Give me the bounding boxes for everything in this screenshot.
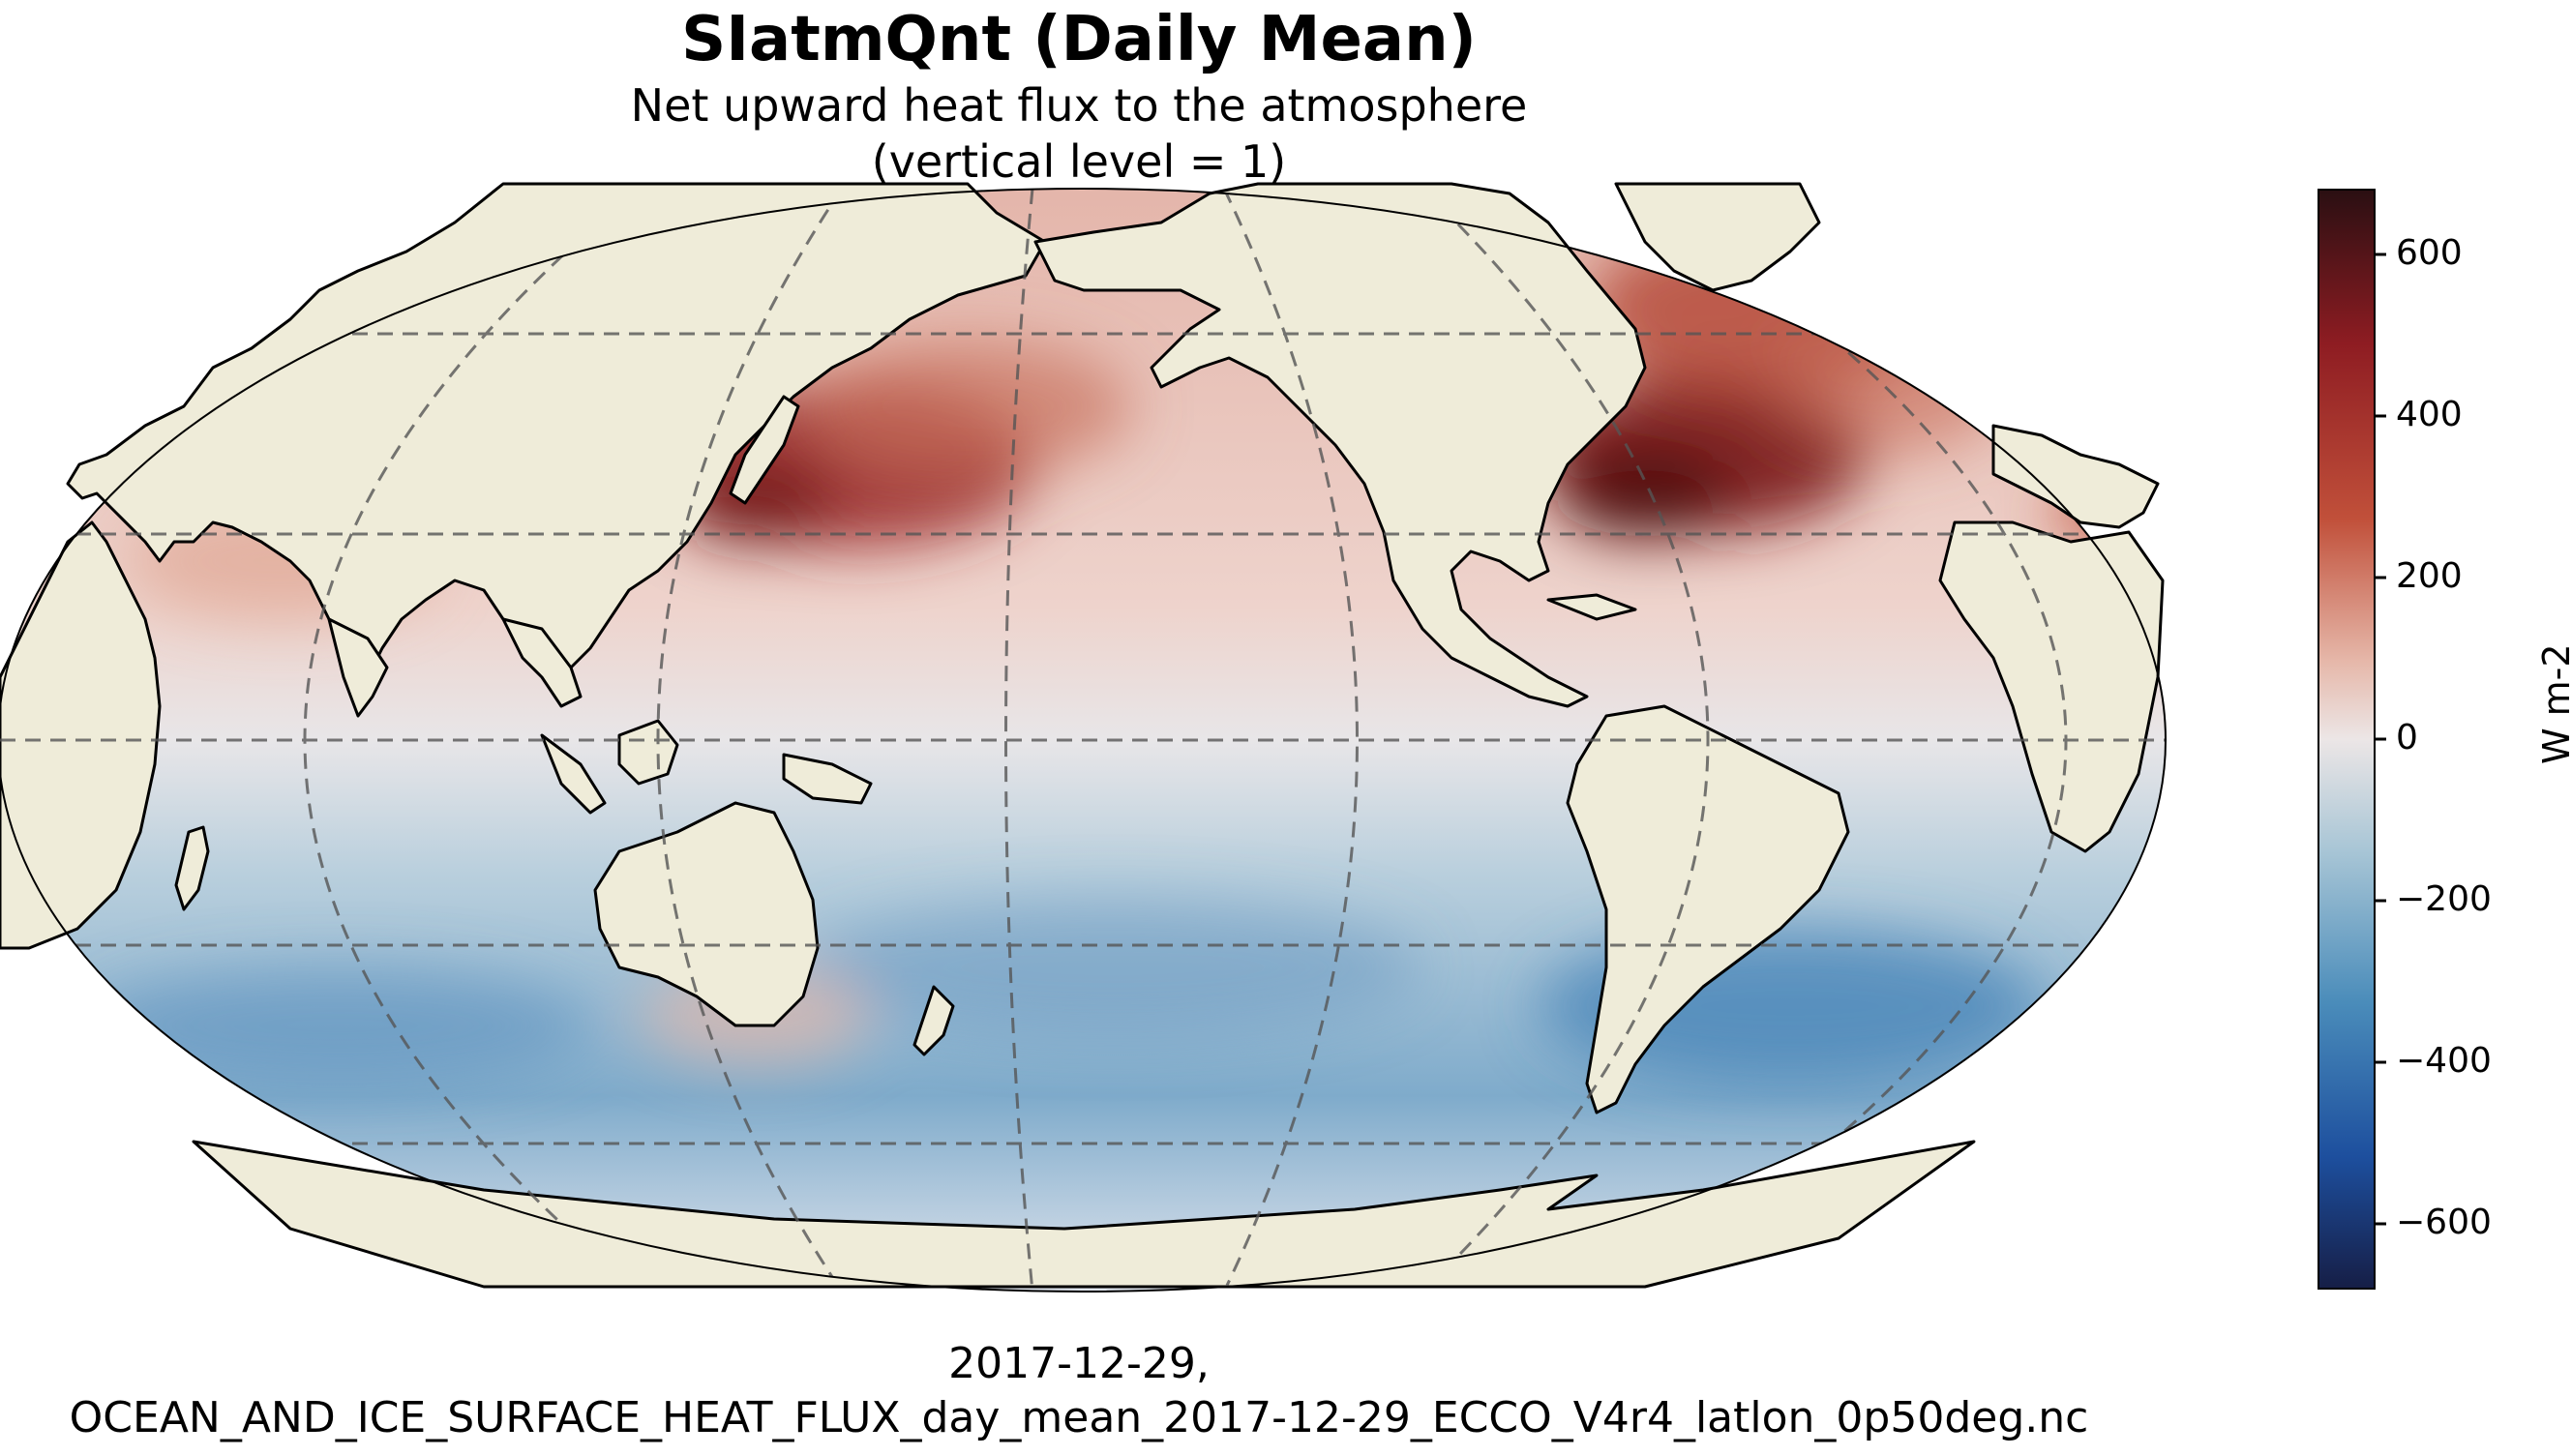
meridian-150e	[656, 189, 844, 1292]
colorbar-tick-label: −400	[2396, 1041, 2492, 1081]
cuba-land	[1546, 593, 1637, 621]
colorbar	[2318, 189, 2376, 1290]
colorbar-tick-label: 0	[2396, 718, 2418, 758]
new-zealand-land	[912, 985, 955, 1056]
africa-east-land	[0, 520, 162, 950]
australia-land	[593, 801, 820, 1027]
colorbar-tick-label: 200	[2396, 556, 2463, 596]
subtitle-line-2: (vertical level = 1)	[871, 135, 1287, 188]
southeast-asia-land	[501, 617, 583, 708]
meridian-180	[1004, 189, 1034, 1292]
meridian-120e	[303, 189, 640, 1292]
map-footer: 2017-12-29, OCEAN_AND_ICE_SURFACE_HEAT_F…	[0, 1337, 2158, 1445]
sumatra-land	[540, 733, 607, 815]
subtitle-line-1: Net upward heat flux to the atmosphere	[630, 79, 1528, 132]
map-border	[0, 188, 2167, 1293]
antarctica-land	[192, 1140, 1976, 1289]
meridian-90w	[1625, 189, 2068, 1292]
meridian-150w	[1222, 189, 1359, 1292]
new-guinea-land	[782, 753, 873, 805]
europe-west-land	[1991, 424, 2160, 529]
colorbar-tick-label: 600	[2396, 233, 2463, 273]
greenland-land	[1614, 182, 1821, 292]
map-subtitle: Net upward heat flux to the atmosphere (…	[0, 77, 2158, 190]
colorbar-tick-label: 400	[2396, 395, 2463, 434]
north-america-land	[1033, 182, 1647, 708]
colorbar-tick-label: −600	[2396, 1203, 2492, 1242]
colorbar-ticks	[2375, 253, 2386, 1226]
africa-land	[1938, 520, 2165, 853]
japan-land	[729, 395, 800, 505]
meridian-120w	[1421, 189, 1710, 1292]
madagascar-land	[174, 825, 210, 911]
footer-date: 2017-12-29,	[948, 1339, 1210, 1388]
borneo-land	[617, 719, 679, 786]
map-title: SIatmQnt (Daily Mean)	[681, 4, 1477, 75]
colorbar-units-label: W m-2	[2535, 643, 2572, 764]
india-land	[327, 617, 389, 718]
gridlines	[0, 189, 2166, 1292]
footer-filename: OCEAN_AND_ICE_SURFACE_HEAT_FLUX_day_mean…	[69, 1393, 2089, 1442]
colorbar-tick-label: −200	[2396, 879, 2492, 919]
